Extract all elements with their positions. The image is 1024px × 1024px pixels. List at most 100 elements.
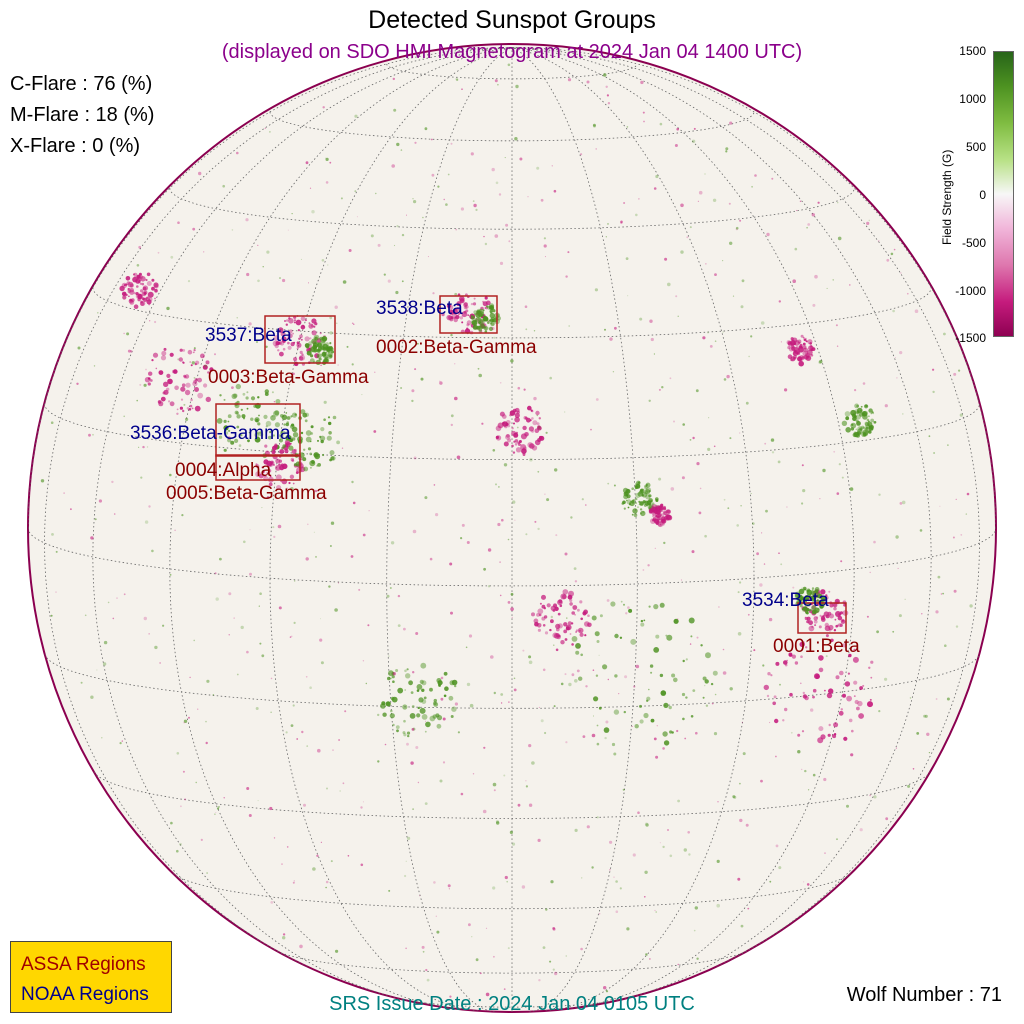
field-speck xyxy=(254,432,260,438)
field-speck xyxy=(650,671,653,674)
field-speck xyxy=(671,673,676,678)
field-speck xyxy=(800,682,802,685)
field-speck xyxy=(536,166,540,170)
field-speck xyxy=(325,181,329,184)
field-speck xyxy=(532,420,538,426)
field-speck xyxy=(802,694,808,699)
field-speck xyxy=(571,673,575,677)
field-speck xyxy=(485,992,490,997)
field-speck xyxy=(296,347,299,350)
field-speck xyxy=(923,714,926,718)
field-speck xyxy=(154,288,158,293)
field-speck xyxy=(373,430,377,433)
field-speck xyxy=(258,473,264,479)
field-speck xyxy=(248,814,252,817)
field-speck xyxy=(593,124,596,128)
field-speck xyxy=(536,422,540,426)
field-speck xyxy=(328,347,332,351)
field-speck xyxy=(657,517,661,520)
field-speck xyxy=(236,317,238,319)
field-speck xyxy=(596,640,600,643)
field-speck xyxy=(747,613,750,616)
field-speck xyxy=(544,493,546,495)
field-speck xyxy=(932,368,935,371)
field-speck xyxy=(155,367,158,370)
field-speck xyxy=(304,419,308,423)
colorbar-tick: -1000 xyxy=(955,284,986,298)
field-speck xyxy=(266,496,270,499)
field-speck xyxy=(919,529,923,532)
field-speck xyxy=(624,675,628,679)
field-speck xyxy=(186,407,190,410)
field-speck xyxy=(829,613,834,619)
field-speck xyxy=(419,679,424,685)
field-speck xyxy=(598,654,600,656)
field-speck xyxy=(325,345,330,350)
field-speck xyxy=(613,752,617,756)
field-speck xyxy=(870,660,874,664)
field-speck xyxy=(662,747,665,750)
field-speck xyxy=(653,353,656,355)
field-speck xyxy=(318,357,322,361)
field-speck xyxy=(296,341,300,345)
field-speck xyxy=(332,415,337,420)
field-speck xyxy=(185,382,191,388)
field-speck xyxy=(624,492,627,495)
field-speck xyxy=(599,614,603,618)
field-speck xyxy=(652,518,655,522)
field-speck xyxy=(541,594,546,600)
field-speck xyxy=(286,846,289,848)
field-speck xyxy=(955,498,957,500)
field-speck xyxy=(262,470,265,473)
field-speck xyxy=(226,437,228,439)
field-speck xyxy=(732,295,735,297)
field-speck xyxy=(819,614,822,617)
field-speck xyxy=(269,131,271,133)
x-flare-probability: X-Flare : 0 (%) xyxy=(10,135,141,157)
field-speck xyxy=(469,703,474,708)
field-speck xyxy=(586,80,590,84)
field-speck xyxy=(257,422,261,426)
field-speck xyxy=(793,347,796,350)
field-speck xyxy=(933,452,936,454)
field-speck xyxy=(947,444,949,446)
field-speck xyxy=(586,825,590,829)
field-speck xyxy=(519,157,523,161)
field-speck xyxy=(869,571,871,574)
field-speck xyxy=(646,699,649,702)
colorbar-label: Field Strength (G) xyxy=(940,149,954,245)
field-speck xyxy=(804,347,807,350)
field-speck xyxy=(550,619,554,624)
field-speck xyxy=(859,412,864,417)
field-speck xyxy=(810,345,813,348)
field-speck xyxy=(514,416,520,423)
field-speck xyxy=(747,907,750,910)
field-speck xyxy=(775,755,777,758)
field-speck xyxy=(632,853,636,857)
field-speck xyxy=(683,848,687,852)
field-speck xyxy=(500,693,504,696)
field-speck xyxy=(625,257,629,260)
field-speck xyxy=(143,291,147,295)
field-speck xyxy=(424,730,427,733)
field-speck xyxy=(669,730,673,734)
field-speck xyxy=(293,621,296,625)
field-speck xyxy=(871,411,874,414)
field-speck xyxy=(148,371,153,376)
field-speck xyxy=(304,336,310,342)
field-speck xyxy=(285,323,288,326)
field-speck xyxy=(530,409,533,412)
field-speck xyxy=(246,391,249,394)
field-speck xyxy=(281,446,284,450)
field-speck xyxy=(689,226,692,229)
field-speck xyxy=(631,513,634,516)
field-speck xyxy=(318,345,323,351)
field-speck xyxy=(103,640,108,645)
field-speck xyxy=(311,210,315,214)
field-speck xyxy=(564,411,566,413)
field-speck xyxy=(892,309,895,313)
field-speck xyxy=(626,126,629,128)
field-speck xyxy=(711,702,714,705)
field-speck xyxy=(126,332,130,336)
